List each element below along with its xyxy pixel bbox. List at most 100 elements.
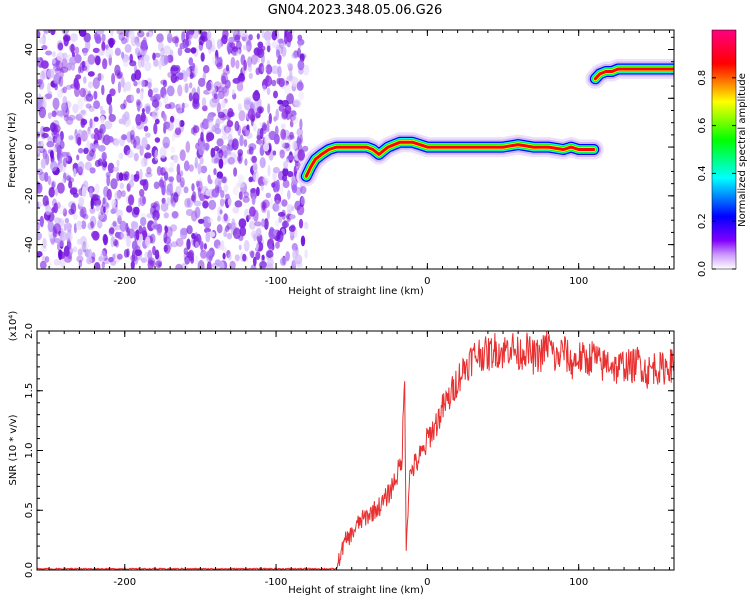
noise-blob [159, 146, 167, 159]
noise-blob [153, 181, 160, 190]
noise-blob [297, 149, 306, 161]
noise-blob [114, 138, 120, 147]
noise-blob [283, 160, 289, 170]
noise-blob [70, 43, 75, 54]
noise-blob [260, 184, 264, 191]
noise-blob [183, 247, 188, 255]
noise-blob [213, 157, 220, 164]
noise-blob [131, 125, 136, 137]
noise-blob [62, 157, 67, 168]
noise-blob [258, 62, 265, 75]
noise-blob [42, 96, 47, 103]
colorbar-label: Normalized spectral amplitude [737, 73, 748, 227]
noise-blob [145, 132, 151, 138]
noise-blob [141, 108, 145, 114]
noise-blob [190, 194, 196, 201]
noise-blob [185, 141, 191, 153]
noise-blob [79, 30, 87, 37]
noise-blob [299, 134, 303, 145]
noise-blob [266, 263, 274, 269]
noise-blob [95, 204, 101, 212]
noise-blob [181, 102, 185, 110]
noise-blob [214, 177, 222, 188]
x-tick-label: 0 [424, 577, 430, 588]
noise-blob [81, 118, 88, 126]
noise-blob [146, 166, 152, 175]
noise-blob [289, 214, 295, 220]
noise-blob [224, 79, 231, 89]
noise-blob [78, 111, 86, 118]
noise-blob [253, 169, 259, 182]
noise-blob [154, 249, 160, 260]
noise-blob [258, 107, 263, 114]
noise-blob [130, 173, 135, 182]
noise-blob [81, 65, 88, 71]
noise-blob [258, 261, 267, 269]
noise-blob [59, 231, 68, 242]
noise-blob [72, 103, 79, 114]
noise-blob [245, 128, 250, 137]
noise-blob [179, 42, 186, 50]
noise-blob [213, 81, 222, 90]
noise-blob [263, 218, 269, 230]
noise-blob [92, 47, 100, 54]
noise-blob [94, 54, 98, 64]
noise-blob [296, 254, 302, 263]
noise-blob [238, 218, 247, 229]
noise-blob [194, 255, 199, 265]
noise-blob [260, 45, 266, 51]
noise-blob [145, 172, 153, 178]
noise-blob [276, 49, 280, 59]
noise-blob [149, 233, 156, 244]
noise-blob [47, 220, 54, 233]
noise-blob [179, 149, 186, 161]
noise-blob [89, 206, 96, 214]
noise-blob [225, 64, 230, 72]
noise-blob [135, 41, 142, 47]
noise-blob [100, 115, 105, 124]
noise-blob [220, 190, 225, 198]
noise-blob [65, 222, 73, 230]
noise-blob [131, 73, 137, 82]
noise-blob [148, 31, 153, 38]
noise-blob [261, 218, 265, 228]
noise-blob [297, 41, 302, 49]
noise-blob [263, 30, 272, 42]
noise-blob [289, 119, 294, 128]
noise-blob [191, 183, 195, 192]
noise-blob [169, 161, 175, 168]
noise-blob [233, 167, 238, 177]
noise-blob [246, 124, 250, 131]
noise-blob [91, 230, 99, 239]
noise-blob [140, 112, 146, 123]
noise-blob [139, 168, 143, 181]
noise-blob [60, 66, 69, 73]
noise-blob [52, 97, 60, 110]
noise-blob [140, 90, 144, 101]
noise-blob [262, 199, 270, 209]
noise-blob [126, 149, 134, 158]
noise-blob [116, 30, 125, 35]
noise-blob [291, 114, 299, 125]
noise-blob [98, 128, 104, 134]
noise-blob [174, 118, 181, 129]
noise-blob [97, 219, 103, 229]
noise-blob [138, 56, 142, 69]
noise-blob [265, 39, 271, 47]
noise-blob [53, 258, 61, 266]
noise-blob [56, 201, 61, 209]
noise-blob [237, 174, 245, 183]
noise-blob [237, 182, 245, 188]
noise-blob [186, 238, 191, 250]
noise-blob [296, 81, 304, 91]
noise-blob [241, 123, 247, 131]
noise-blob [81, 220, 87, 230]
noise-blob [231, 89, 235, 95]
noise-blob [149, 260, 156, 267]
noise-blob [120, 230, 128, 241]
noise-blob [152, 87, 159, 93]
noise-blob [238, 47, 242, 55]
noise-blob [203, 142, 210, 151]
noise-blob [156, 33, 164, 43]
noise-blob [197, 163, 202, 175]
